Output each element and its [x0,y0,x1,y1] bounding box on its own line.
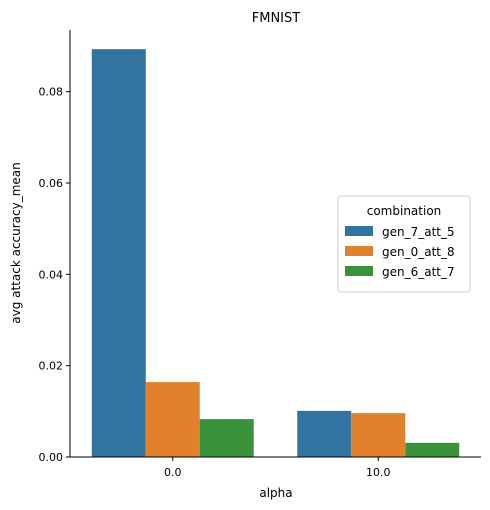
bar-gen_0_att_8-0.0 [145,382,200,457]
bar-gen_6_att_7-10.0 [405,442,460,457]
legend-swatch-gen_6_att_7 [345,266,373,276]
chart-title: FMNIST [252,11,301,26]
y-tick-label: 0.04 [39,268,64,281]
legend-swatch-gen_7_att_5 [345,226,373,236]
legend: combination gen_7_att_5 gen_0_att_8 gen_6_… [337,195,471,293]
legend-swatch-gen_0_att_8 [345,246,373,256]
y-tick-label: 0.02 [39,360,64,373]
x-tick-label: 0.0 [164,466,182,479]
legend-items: gen_7_att_5 gen_0_att_8 gen_6_att_7 [345,225,455,279]
y-tick-label: 0.08 [39,86,64,99]
bars-group [91,49,460,457]
x-ticks-group: 0.0 10.0 [164,457,391,479]
bar-gen_6_att_7-0.0 [199,419,254,457]
bar-gen_7_att_5-10.0 [297,410,352,457]
legend-label-gen_6_att_7: gen_6_att_7 [382,265,455,279]
x-tick-label: 10.0 [366,466,391,479]
y-tick-label: 0.00 [39,451,64,464]
legend-label-gen_0_att_8: gen_0_att_8 [382,245,455,259]
bar-gen_7_att_5-0.0 [91,49,146,457]
bar-gen_0_att_8-10.0 [351,413,406,457]
legend-label-gen_7_att_5: gen_7_att_5 [382,225,455,239]
legend-title: combination [367,204,442,218]
x-axis-label: alpha [259,486,292,500]
y-tick-label: 0.06 [39,177,64,190]
y-axis-label: avg attack accuracy_mean [9,162,23,324]
y-ticks-group: 0.00 0.02 0.04 0.06 0.08 [39,86,70,464]
